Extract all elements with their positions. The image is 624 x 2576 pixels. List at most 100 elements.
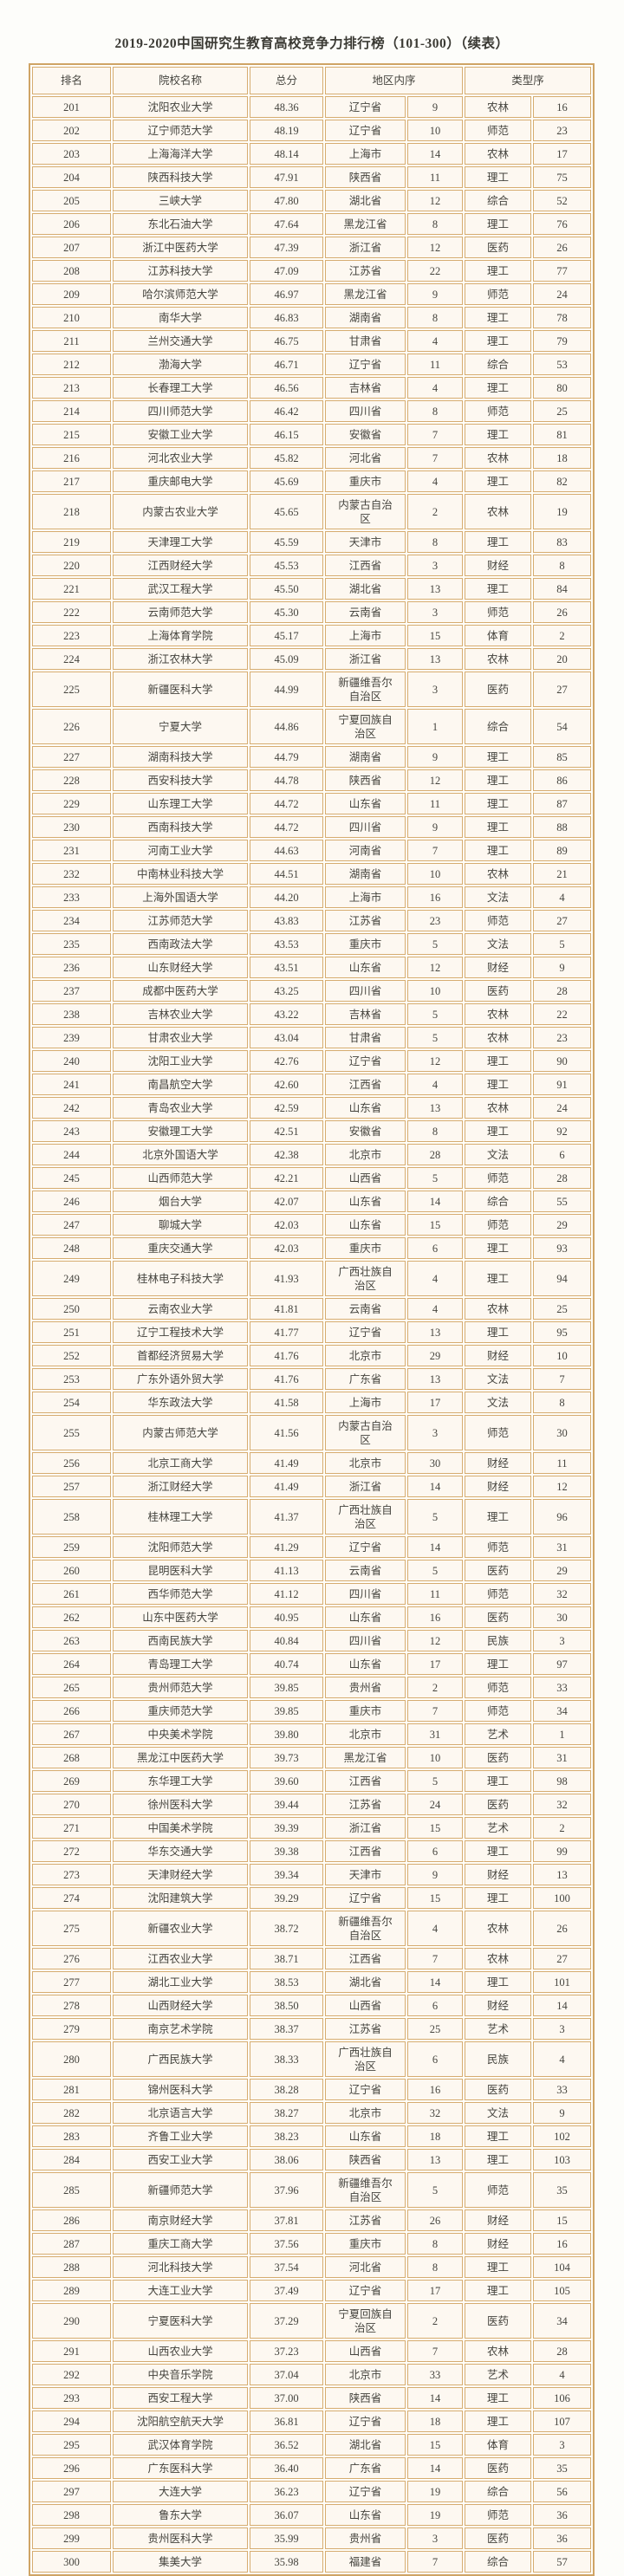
cell-total-score: 43.04 xyxy=(250,1027,323,1048)
cell-total-score: 39.34 xyxy=(250,1864,323,1885)
cell-type: 民族 xyxy=(465,1630,532,1651)
cell-rank: 291 xyxy=(32,2340,111,2362)
cell-university-name: 武汉工程大学 xyxy=(113,578,248,600)
cell-region-rank: 5 xyxy=(407,1167,464,1189)
cell-type-rank: 20 xyxy=(533,648,592,670)
cell-region: 四川省 xyxy=(325,1583,406,1605)
cell-total-score: 46.83 xyxy=(250,307,323,328)
cell-university-name: 贵州医科大学 xyxy=(113,2527,248,2549)
cell-type: 文法 xyxy=(465,886,532,908)
cell-type-rank: 55 xyxy=(533,1191,592,1212)
cell-rank: 261 xyxy=(32,1583,111,1605)
cell-university-name: 浙江中医药大学 xyxy=(113,237,248,258)
table-row: 214 四川师范大学 46.42 四川省 8 师范 25 xyxy=(32,400,592,422)
cell-total-score: 46.97 xyxy=(250,283,323,305)
cell-type-rank: 29 xyxy=(533,1560,592,1581)
cell-rank: 294 xyxy=(32,2411,111,2432)
cell-rank: 284 xyxy=(32,2149,111,2170)
cell-type: 农林 xyxy=(465,1948,532,1969)
cell-rank: 209 xyxy=(32,283,111,305)
cell-type-rank: 54 xyxy=(533,709,592,744)
cell-total-score: 36.40 xyxy=(250,2457,323,2479)
cell-type: 财经 xyxy=(465,957,532,978)
cell-university-name: 集美大学 xyxy=(113,2551,248,2573)
cell-rank: 289 xyxy=(32,2280,111,2301)
cell-region: 重庆市 xyxy=(325,2233,406,2255)
cell-rank: 285 xyxy=(32,2172,111,2208)
cell-total-score: 43.53 xyxy=(250,933,323,955)
cell-type: 理工 xyxy=(465,1237,532,1259)
cell-region: 山东省 xyxy=(325,2125,406,2147)
cell-type-rank: 25 xyxy=(533,1298,592,1320)
cell-type: 理工 xyxy=(465,2280,532,2301)
cell-region-rank: 5 xyxy=(407,2172,464,2208)
cell-type-rank: 87 xyxy=(533,793,592,814)
cell-region: 安徽省 xyxy=(325,424,406,445)
cell-region-rank: 12 xyxy=(407,1630,464,1651)
cell-region-rank: 6 xyxy=(407,1237,464,1259)
cell-university-name: 新疆农业大学 xyxy=(113,1911,248,1946)
cell-region: 贵州省 xyxy=(325,1677,406,1698)
cell-type-rank: 23 xyxy=(533,1027,592,1048)
cell-rank: 256 xyxy=(32,1452,111,1474)
cell-total-score: 43.22 xyxy=(250,1003,323,1025)
cell-region-rank: 22 xyxy=(407,260,464,282)
cell-rank: 292 xyxy=(32,2364,111,2385)
cell-total-score: 38.33 xyxy=(250,2041,323,2077)
cell-region-rank: 29 xyxy=(407,1345,464,1366)
cell-region: 新疆维吾尔自治区 xyxy=(325,672,406,707)
page-title: 2019-2020中国研究生教育高校竞争力排行榜（101-300）（续表） xyxy=(114,36,510,51)
cell-total-score: 47.91 xyxy=(250,166,323,188)
cell-rank: 210 xyxy=(32,307,111,328)
cell-rank: 267 xyxy=(32,1723,111,1745)
cell-rank: 300 xyxy=(32,2551,111,2573)
cell-type-rank: 30 xyxy=(533,1606,592,1628)
cell-university-name: 安徽理工大学 xyxy=(113,1120,248,1142)
cell-type: 理工 xyxy=(465,1971,532,1993)
cell-type: 理工 xyxy=(465,2411,532,2432)
cell-university-name: 河北农业大学 xyxy=(113,447,248,469)
cell-region-rank: 15 xyxy=(407,1214,464,1236)
cell-type: 理工 xyxy=(465,1050,532,1072)
cell-rank: 241 xyxy=(32,1074,111,1095)
cell-type-rank: 7 xyxy=(533,1368,592,1390)
cell-total-score: 42.59 xyxy=(250,1097,323,1119)
cell-type: 理工 xyxy=(465,2125,532,2147)
cell-total-score: 36.81 xyxy=(250,2411,323,2432)
table-row: 269 东华理工大学 39.60 江西省 5 理工 98 xyxy=(32,1770,592,1792)
cell-university-name: 上海体育学院 xyxy=(113,625,248,646)
table-row: 281 锦州医科大学 38.28 辽宁省 16 医药 33 xyxy=(32,2079,592,2100)
cell-region-rank: 14 xyxy=(407,2387,464,2409)
cell-type-rank: 26 xyxy=(533,1911,592,1946)
cell-rank: 271 xyxy=(32,1817,111,1839)
cell-total-score: 43.83 xyxy=(250,910,323,931)
cell-type: 师范 xyxy=(465,2172,532,2208)
cell-rank: 215 xyxy=(32,424,111,445)
table-row: 246 烟台大学 42.07 山东省 14 综合 55 xyxy=(32,1191,592,1212)
cell-region-rank: 23 xyxy=(407,910,464,931)
cell-region: 陕西省 xyxy=(325,166,406,188)
cell-type-rank: 9 xyxy=(533,2102,592,2124)
cell-type: 医药 xyxy=(465,1560,532,1581)
table-row: 292 中央音乐学院 37.04 北京市 33 艺术 4 xyxy=(32,2364,592,2385)
cell-region-rank: 12 xyxy=(407,957,464,978)
cell-type: 民族 xyxy=(465,2041,532,2077)
table-row: 221 武汉工程大学 45.50 湖北省 13 理工 84 xyxy=(32,578,592,600)
cell-type: 师范 xyxy=(465,1700,532,1722)
cell-university-name: 山西农业大学 xyxy=(113,2340,248,2362)
cell-type: 综合 xyxy=(465,1191,532,1212)
cell-type: 农林 xyxy=(465,2340,532,2362)
cell-total-score: 44.99 xyxy=(250,672,323,707)
cell-region: 湖南省 xyxy=(325,746,406,768)
cell-type-rank: 30 xyxy=(533,1415,592,1450)
cell-university-name: 沈阳航空航天大学 xyxy=(113,2411,248,2432)
cell-region: 辽宁省 xyxy=(325,2411,406,2432)
cell-total-score: 46.15 xyxy=(250,424,323,445)
cell-region-rank: 13 xyxy=(407,1097,464,1119)
cell-type: 医药 xyxy=(465,2457,532,2479)
cell-rank: 230 xyxy=(32,816,111,838)
cell-total-score: 45.50 xyxy=(250,578,323,600)
table-row: 225 新疆医科大学 44.99 新疆维吾尔自治区 3 医药 27 xyxy=(32,672,592,707)
cell-university-name: 渤海大学 xyxy=(113,354,248,375)
table-row: 253 广东外语外贸大学 41.76 广东省 13 文法 7 xyxy=(32,1368,592,1390)
